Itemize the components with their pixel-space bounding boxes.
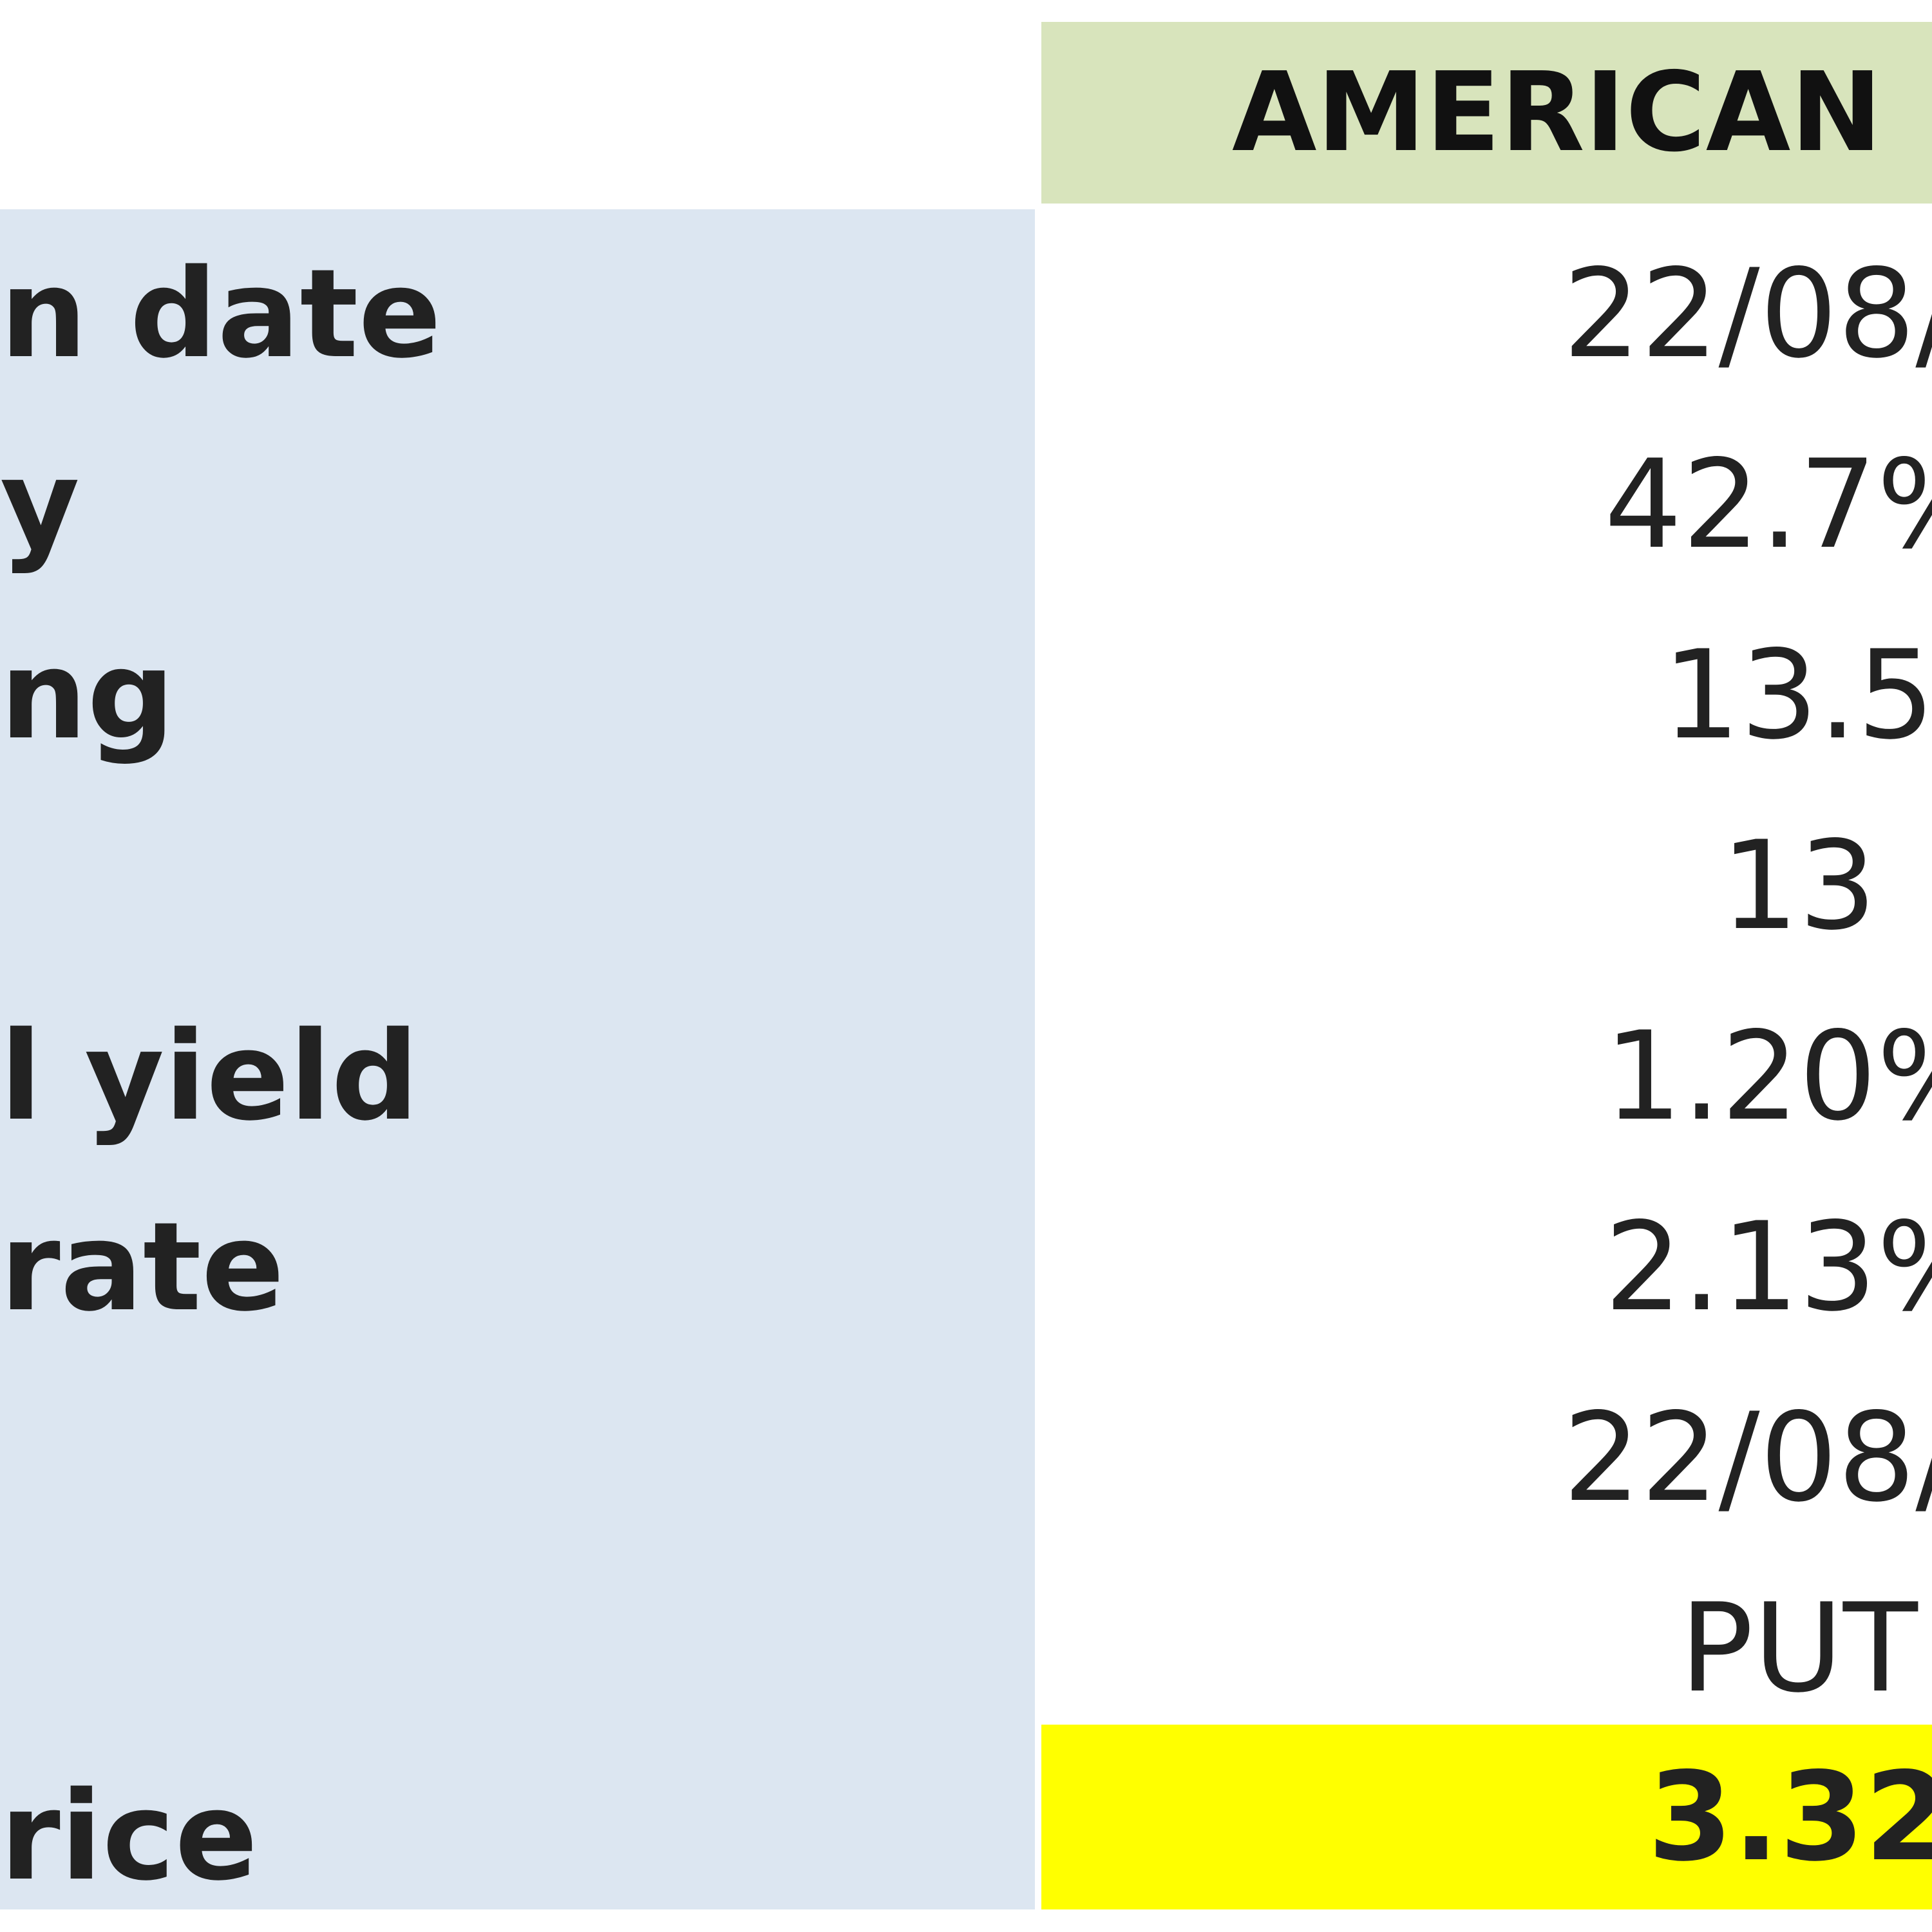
value-text: 13 <box>1721 815 1877 957</box>
row-label: ng <box>0 624 175 766</box>
value-cell: 42.7% <box>1041 410 1932 600</box>
value-text: 1.20% <box>1604 1005 1932 1148</box>
value-cell: 1.20% <box>1041 981 1932 1172</box>
row-label: y <box>0 433 80 576</box>
value-text: PUT <box>1680 1577 1918 1719</box>
row-label: l yield <box>0 1005 419 1148</box>
value-cell: 2.13% <box>1041 1172 1932 1363</box>
value-cell: 22/08/2 <box>1041 219 1932 410</box>
value-text: 3.32 <box>1647 1746 1932 1888</box>
row-label: n date <box>0 243 442 385</box>
row-label: rate <box>0 1196 285 1338</box>
header-cell: AMERICAN <box>1041 22 1932 204</box>
label-column <box>0 209 1035 1909</box>
row-label: rice <box>0 1765 258 1908</box>
value-cell: 22/08/2 <box>1041 1363 1932 1553</box>
value-cell: PUT <box>1041 1553 1932 1744</box>
value-text: 22/08/2 <box>1562 243 1932 385</box>
value-text: 13.5 <box>1662 624 1932 766</box>
header-text: AMERICAN <box>1232 49 1882 176</box>
result-cell: 3.32 <box>1041 1725 1932 1909</box>
value-cell: 13.5 <box>1041 600 1932 791</box>
value-text: 42.7% <box>1604 433 1932 576</box>
value-text: 2.13% <box>1604 1196 1932 1338</box>
value-cell: 13 <box>1041 791 1932 981</box>
value-text: 22/08/2 <box>1562 1387 1932 1529</box>
